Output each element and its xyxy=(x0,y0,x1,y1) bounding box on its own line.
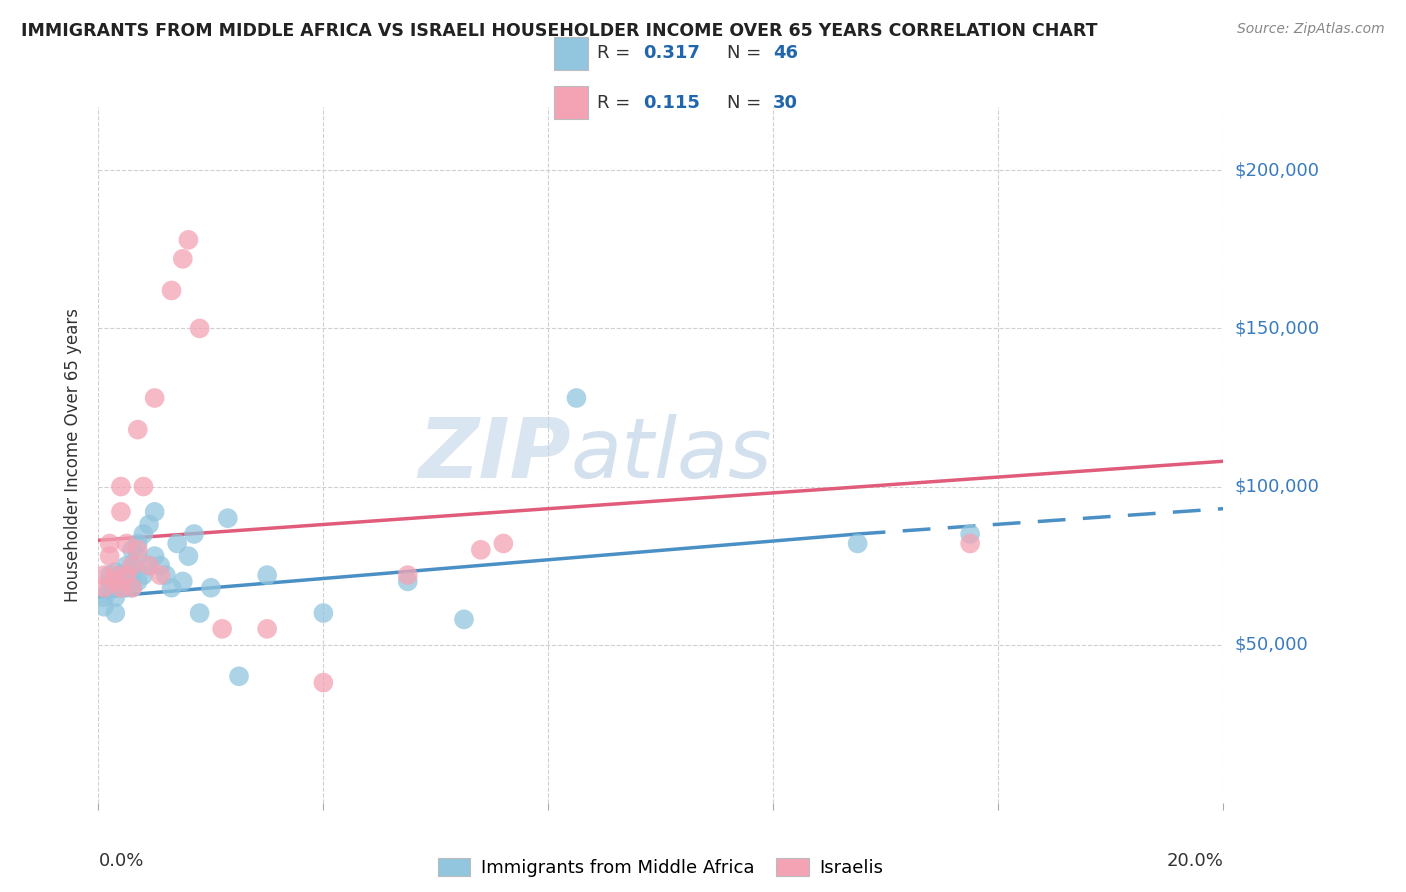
Point xyxy=(188,321,211,335)
Point xyxy=(846,536,869,550)
Point xyxy=(155,568,177,582)
Point xyxy=(98,536,121,550)
Point xyxy=(115,581,138,595)
Point xyxy=(104,565,127,579)
Text: IMMIGRANTS FROM MIDDLE AFRICA VS ISRAELI HOUSEHOLDER INCOME OVER 65 YEARS CORREL: IMMIGRANTS FROM MIDDLE AFRICA VS ISRAELI… xyxy=(21,22,1098,40)
Point xyxy=(149,558,172,573)
Point xyxy=(470,542,492,557)
Point xyxy=(200,581,222,595)
Point xyxy=(453,612,475,626)
Point xyxy=(121,558,143,573)
Point xyxy=(121,568,143,582)
Point xyxy=(166,536,188,550)
Point xyxy=(104,591,127,605)
Point xyxy=(312,606,335,620)
Point xyxy=(959,527,981,541)
Text: $200,000: $200,000 xyxy=(1234,161,1319,179)
Point xyxy=(127,423,149,437)
Point xyxy=(183,527,205,541)
Text: atlas: atlas xyxy=(571,415,772,495)
Point xyxy=(104,574,127,589)
Point xyxy=(177,233,200,247)
Point xyxy=(121,542,143,557)
Text: R =: R = xyxy=(598,94,636,112)
Point xyxy=(160,284,183,298)
Point xyxy=(138,517,160,532)
Legend: Immigrants from Middle Africa, Israelis: Immigrants from Middle Africa, Israelis xyxy=(430,850,891,884)
Text: Source: ZipAtlas.com: Source: ZipAtlas.com xyxy=(1237,22,1385,37)
Point xyxy=(93,568,115,582)
Point xyxy=(177,549,200,563)
Point xyxy=(127,536,149,550)
Point xyxy=(115,558,138,573)
Point xyxy=(228,669,250,683)
Text: $50,000: $50,000 xyxy=(1234,636,1308,654)
Point xyxy=(172,574,194,589)
Point xyxy=(149,568,172,582)
Text: 0.317: 0.317 xyxy=(644,45,700,62)
Point xyxy=(188,606,211,620)
Point xyxy=(132,479,155,493)
Point xyxy=(217,511,239,525)
Point xyxy=(104,581,127,595)
FancyBboxPatch shape xyxy=(554,37,588,70)
FancyBboxPatch shape xyxy=(554,87,588,119)
Point xyxy=(312,675,335,690)
Text: N =: N = xyxy=(727,45,766,62)
Point xyxy=(256,622,278,636)
Point xyxy=(115,536,138,550)
Point xyxy=(93,581,115,595)
Point xyxy=(98,568,121,582)
Point xyxy=(396,574,419,589)
Text: 20.0%: 20.0% xyxy=(1167,852,1223,870)
Point xyxy=(115,568,138,582)
Point xyxy=(104,568,127,582)
Point xyxy=(138,558,160,573)
Point xyxy=(132,527,155,541)
Point xyxy=(98,549,121,563)
Point xyxy=(110,581,132,595)
Point xyxy=(110,581,132,595)
Point xyxy=(256,568,278,582)
Text: N =: N = xyxy=(727,94,766,112)
Point xyxy=(110,505,132,519)
Point xyxy=(98,574,121,589)
Text: 0.115: 0.115 xyxy=(644,94,700,112)
Point xyxy=(93,591,115,605)
Point xyxy=(143,549,166,563)
Point xyxy=(211,622,233,636)
Text: ZIP: ZIP xyxy=(418,415,571,495)
Point xyxy=(110,568,132,582)
Point xyxy=(172,252,194,266)
Text: $100,000: $100,000 xyxy=(1234,477,1319,496)
Point xyxy=(143,505,166,519)
Text: 30: 30 xyxy=(773,94,799,112)
Point xyxy=(565,391,588,405)
Point xyxy=(160,581,183,595)
Point xyxy=(959,536,981,550)
Point xyxy=(396,568,419,582)
Point xyxy=(115,568,138,582)
Point xyxy=(143,391,166,405)
Point xyxy=(93,599,115,614)
Point xyxy=(121,558,143,573)
Point xyxy=(138,558,160,573)
Text: 46: 46 xyxy=(773,45,799,62)
Point xyxy=(121,581,143,595)
Point xyxy=(132,568,155,582)
Point xyxy=(110,574,132,589)
Text: 0.0%: 0.0% xyxy=(98,852,143,870)
Y-axis label: Householder Income Over 65 years: Householder Income Over 65 years xyxy=(65,308,83,602)
Point xyxy=(98,581,121,595)
Point xyxy=(492,536,515,550)
Text: R =: R = xyxy=(598,45,636,62)
Point xyxy=(127,549,149,563)
Point xyxy=(104,606,127,620)
Point xyxy=(121,581,143,595)
Text: $150,000: $150,000 xyxy=(1234,319,1319,337)
Point xyxy=(127,542,149,557)
Point xyxy=(127,574,149,589)
Point xyxy=(110,479,132,493)
